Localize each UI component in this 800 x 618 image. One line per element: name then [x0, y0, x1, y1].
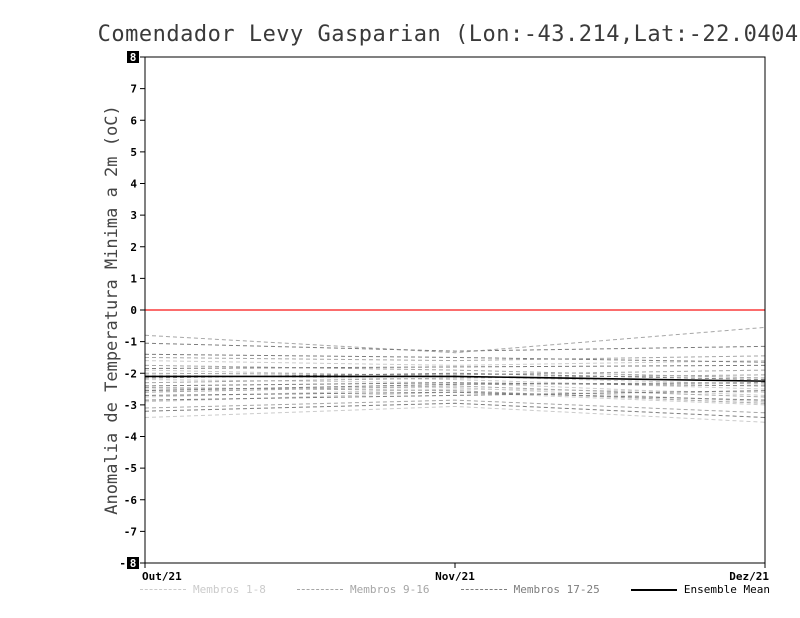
- y-tick-label: -7: [124, 525, 137, 538]
- legend-item-ensemble-mean: Ensemble Mean: [630, 583, 770, 596]
- ensemble-member-line: [144, 326, 766, 354]
- ensemble-member-line: [144, 364, 766, 370]
- y-tick-label: 0: [130, 304, 137, 317]
- dashed-line-sample-icon: [297, 589, 344, 590]
- ensemble-member-line: [144, 364, 766, 379]
- ensemble-member-line: [144, 386, 766, 404]
- ensemble-member-line: [144, 391, 766, 401]
- x-tick-label: Out/21: [142, 570, 182, 583]
- ensemble-member-line: [144, 388, 766, 398]
- y-tick-label: 6: [130, 114, 137, 127]
- ensemble-member-line: [144, 374, 766, 384]
- ensemble-member-line: [144, 402, 766, 419]
- y-tick-label: 8: [130, 557, 137, 570]
- ensemble-member-line: [144, 369, 766, 376]
- y-tick-label: -6: [124, 494, 138, 507]
- dashed-line-sample-icon: [140, 589, 186, 590]
- solid-line-sample-icon: [630, 588, 677, 591]
- y-tick-label: 7: [130, 83, 137, 96]
- y-tick-label: -2: [124, 367, 137, 380]
- chart-title: Comendador Levy Gasparian (Lon:-43.214,L…: [97, 22, 800, 47]
- y-tick-label: -5: [124, 462, 137, 475]
- ensemble-member-line: [144, 342, 766, 352]
- y-tick-label-box: [127, 51, 139, 63]
- ensemble-member-line: [144, 353, 766, 363]
- ensemble-member-line: [144, 390, 766, 401]
- ensemble-member-line: [144, 382, 766, 387]
- ensemble-member-line: [144, 382, 766, 392]
- legend: Membros 1-8 Membros 9-16 Membros 17-25 E…: [140, 583, 770, 596]
- legend-label: Ensemble Mean: [683, 583, 770, 596]
- y-tick-label: -3: [124, 399, 137, 412]
- y-tick-label: -4: [124, 431, 138, 444]
- ensemble-member-line: [144, 374, 766, 390]
- y-tick-label: 4: [130, 178, 137, 191]
- legend-label: Membros 9-16: [350, 583, 430, 596]
- ensemble-mean-line: [145, 375, 766, 382]
- legend-item-membros-1-8: Membros 1-8: [140, 583, 266, 596]
- ensemble-member-line: [144, 372, 766, 381]
- legend-item-membros-9-16: Membros 9-16: [297, 583, 430, 596]
- x-tick-label: Nov/21: [435, 570, 475, 583]
- ensemble-member-line: [144, 385, 766, 398]
- legend-label: Membros 17-25: [513, 583, 600, 596]
- y-tick-label: 5: [130, 146, 137, 159]
- y-tick-minus: -: [119, 557, 126, 570]
- ensemble-member-line: [144, 399, 766, 414]
- y-tick-label-box: [127, 557, 139, 569]
- x-tick-label: Dez/21: [729, 570, 769, 583]
- ensemble-member-line: [144, 355, 766, 362]
- ensemble-member-line: [144, 386, 766, 403]
- dashed-line-sample-icon: [460, 589, 507, 590]
- y-tick-label: 2: [130, 241, 137, 254]
- legend-item-membros-17-25: Membros 17-25: [460, 583, 600, 596]
- ensemble-member-line: [144, 405, 766, 423]
- y-tick-label: -1: [124, 336, 138, 349]
- y-tick-label: 3: [130, 209, 137, 222]
- ensemble-member-line: [144, 360, 766, 366]
- y-tick-label: 8: [130, 51, 137, 64]
- legend-label: Membros 1-8: [193, 583, 266, 596]
- y-tick-label: 1: [130, 272, 137, 285]
